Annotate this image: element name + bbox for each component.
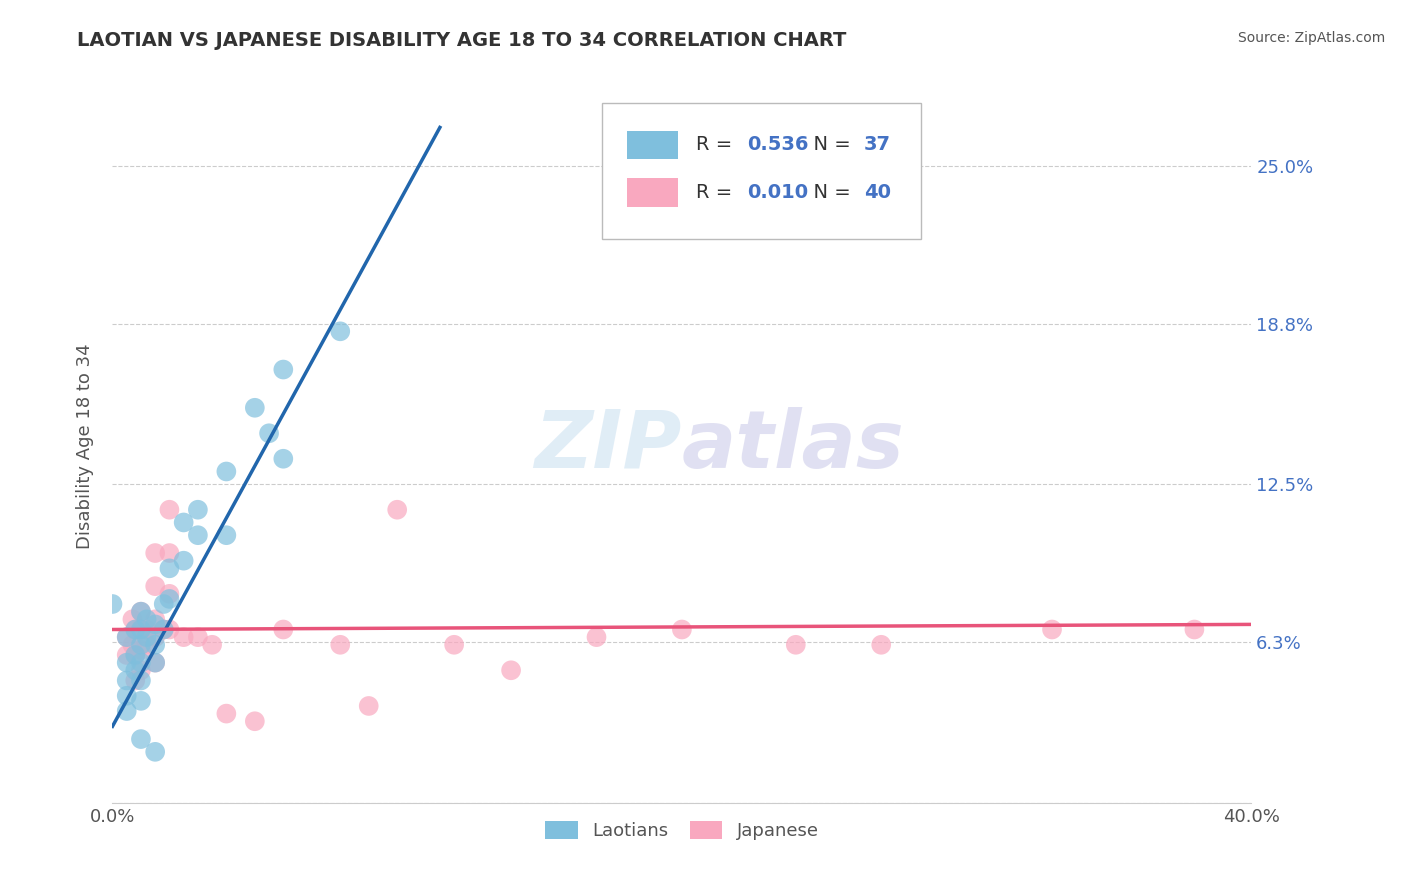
FancyBboxPatch shape — [627, 178, 679, 207]
Point — [115, 689, 138, 703]
Point — [129, 656, 152, 670]
Point — [357, 698, 380, 713]
Point — [1184, 623, 1206, 637]
Point — [187, 502, 209, 516]
Point — [159, 546, 180, 560]
Point — [135, 630, 157, 644]
Point — [124, 623, 146, 637]
Point — [329, 324, 352, 338]
Point — [152, 623, 174, 637]
Point — [201, 638, 224, 652]
Point — [124, 648, 146, 662]
Point — [152, 597, 174, 611]
Point — [129, 623, 152, 637]
Point — [785, 638, 807, 652]
Point — [585, 630, 607, 644]
Point — [129, 623, 152, 637]
Point — [115, 673, 138, 688]
Point — [143, 638, 166, 652]
Point — [243, 714, 266, 729]
Point — [135, 612, 157, 626]
Point — [1040, 623, 1063, 637]
Text: ZIP: ZIP — [534, 407, 682, 485]
Point — [159, 502, 180, 516]
Point — [129, 605, 152, 619]
Point — [143, 546, 166, 560]
Point — [159, 561, 180, 575]
Point — [121, 612, 143, 626]
Point — [159, 591, 180, 606]
Point — [129, 732, 152, 747]
Point — [271, 623, 295, 637]
Text: 0.010: 0.010 — [747, 183, 808, 202]
Point — [129, 694, 152, 708]
Point — [129, 605, 152, 619]
Point — [124, 663, 146, 677]
Point — [115, 656, 138, 670]
Point — [121, 638, 143, 652]
Y-axis label: Disability Age 18 to 34: Disability Age 18 to 34 — [76, 343, 94, 549]
Point — [271, 362, 295, 376]
Point — [215, 706, 238, 721]
Point — [124, 623, 146, 637]
Text: LAOTIAN VS JAPANESE DISABILITY AGE 18 TO 34 CORRELATION CHART: LAOTIAN VS JAPANESE DISABILITY AGE 18 TO… — [77, 31, 846, 50]
Point — [135, 623, 157, 637]
Point — [501, 663, 523, 677]
Point — [143, 612, 166, 626]
Point — [115, 648, 138, 662]
Text: Source: ZipAtlas.com: Source: ZipAtlas.com — [1237, 31, 1385, 45]
Point — [143, 579, 166, 593]
Point — [101, 597, 124, 611]
Text: 40: 40 — [865, 183, 891, 202]
Point — [159, 587, 180, 601]
Point — [115, 630, 138, 644]
Point — [173, 554, 195, 568]
Point — [124, 673, 146, 688]
Point — [135, 638, 157, 652]
Point — [257, 426, 280, 441]
Point — [443, 638, 465, 652]
FancyBboxPatch shape — [602, 103, 921, 239]
Point — [115, 630, 138, 644]
Point — [124, 648, 146, 662]
Point — [143, 656, 166, 670]
Point — [159, 623, 180, 637]
Point — [129, 643, 152, 657]
Point — [129, 638, 152, 652]
FancyBboxPatch shape — [627, 130, 679, 159]
Point — [143, 656, 166, 670]
Point — [143, 630, 166, 644]
Text: R =: R = — [696, 183, 738, 202]
Point — [173, 630, 195, 644]
Point — [152, 623, 174, 637]
Text: R =: R = — [696, 136, 738, 154]
Point — [385, 502, 409, 516]
Point — [143, 745, 166, 759]
Point — [671, 623, 693, 637]
Text: 0.536: 0.536 — [747, 136, 808, 154]
Text: N =: N = — [801, 136, 858, 154]
Text: 37: 37 — [865, 136, 891, 154]
Point — [129, 663, 152, 677]
Point — [129, 673, 152, 688]
Point — [215, 528, 238, 542]
Point — [243, 401, 266, 415]
Legend: Laotians, Japanese: Laotians, Japanese — [538, 814, 825, 847]
Point — [215, 465, 238, 479]
Text: N =: N = — [801, 183, 858, 202]
Point — [329, 638, 352, 652]
Point — [173, 516, 195, 530]
Point — [143, 617, 166, 632]
Point — [870, 638, 893, 652]
Text: atlas: atlas — [682, 407, 904, 485]
Point — [115, 704, 138, 718]
Point — [187, 630, 209, 644]
Point — [271, 451, 295, 466]
Point — [187, 528, 209, 542]
